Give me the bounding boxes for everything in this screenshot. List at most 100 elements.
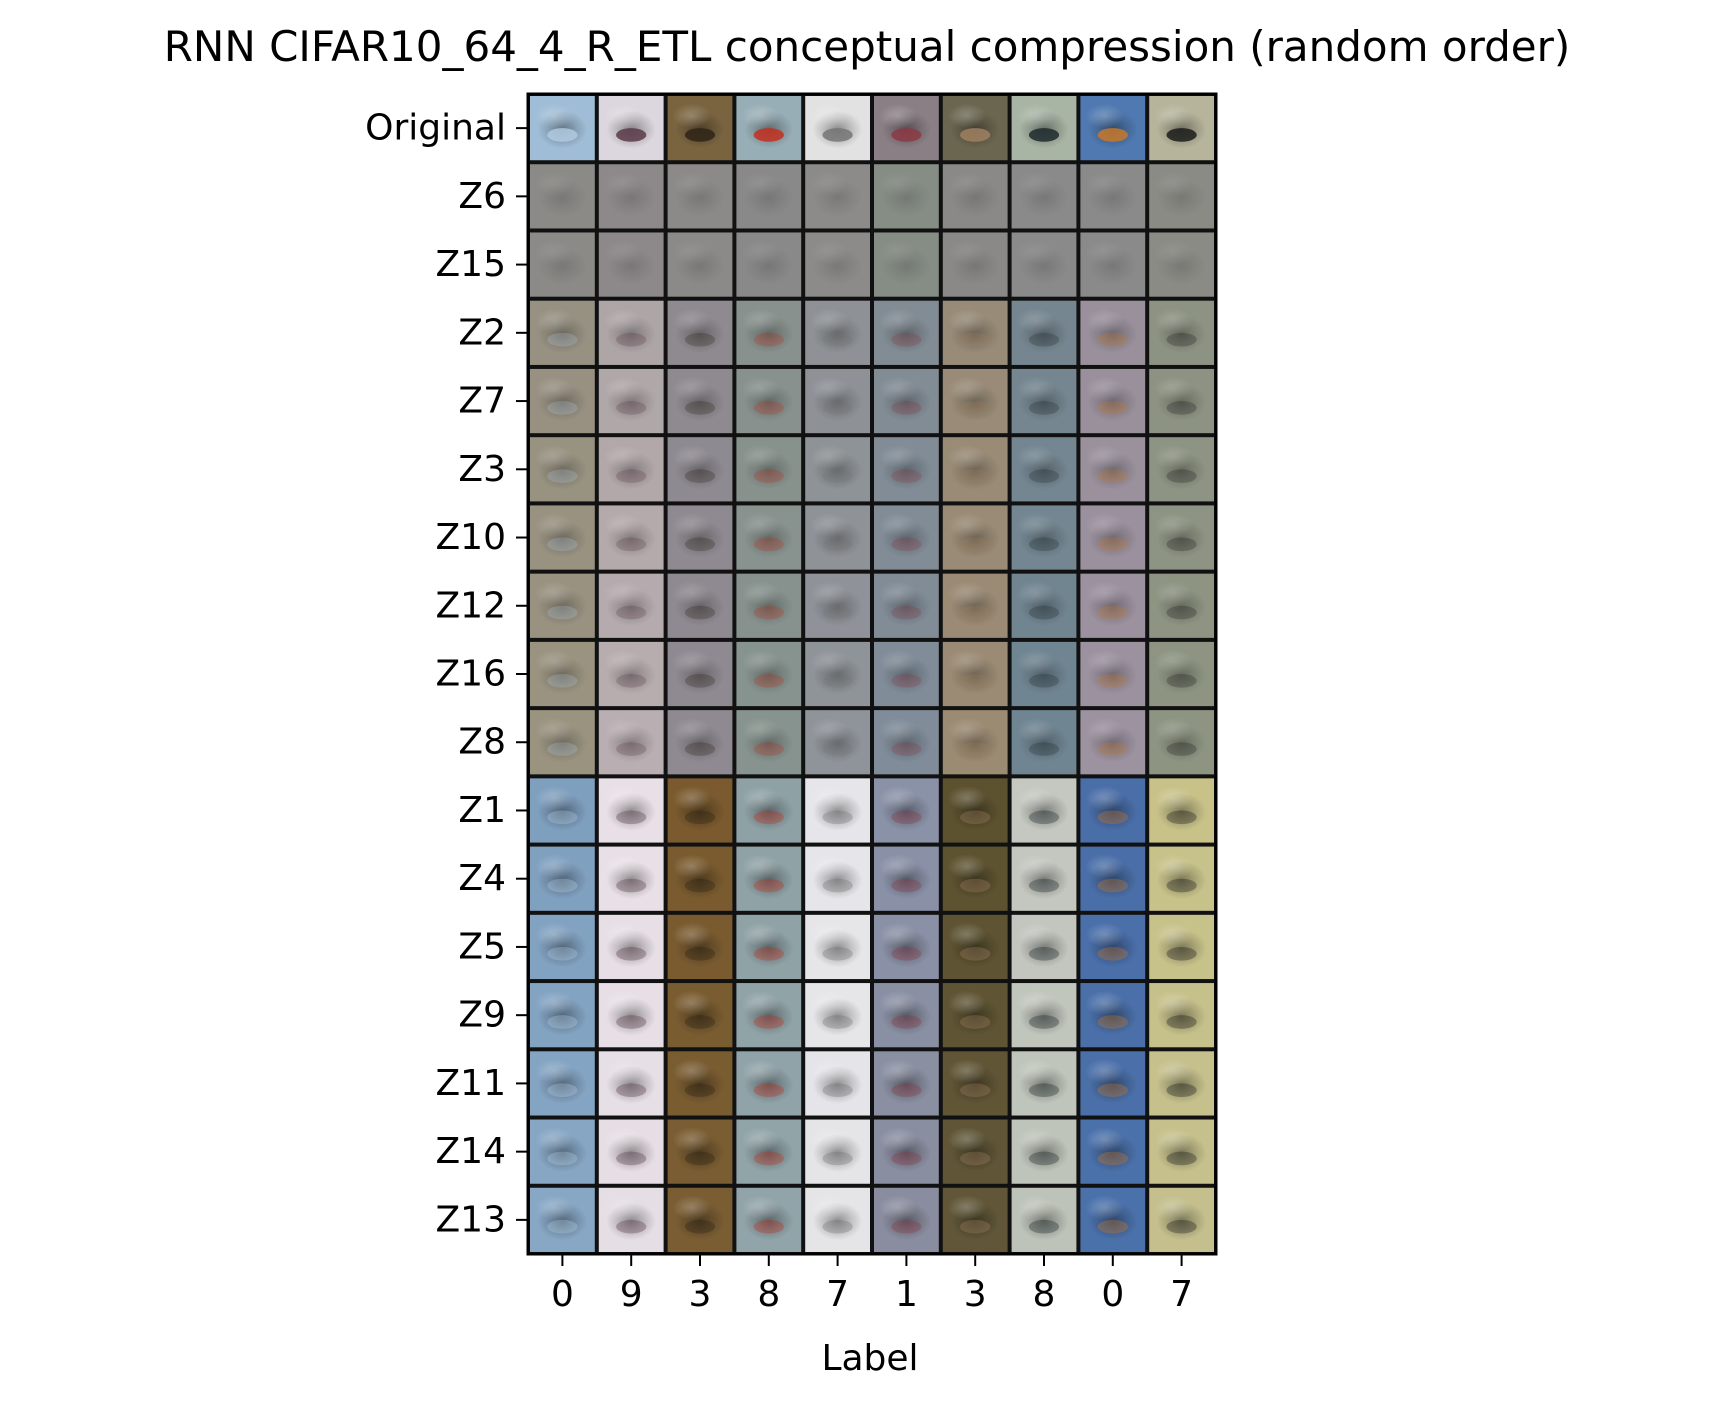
cell-object-accent xyxy=(822,742,853,756)
image-cell xyxy=(598,505,664,570)
cell-object-accent xyxy=(960,742,991,756)
image-cell xyxy=(1149,437,1214,502)
chart-title: RNN CIFAR10_64_4_R_ETL conceptual compre… xyxy=(163,22,1571,71)
cell-object-accent xyxy=(1028,674,1060,688)
cell-object-accent xyxy=(1166,878,1197,893)
x-axis-label: Label xyxy=(821,1338,919,1379)
image-cell xyxy=(1011,96,1077,161)
cell-highlight xyxy=(1016,922,1056,947)
cell-object-accent xyxy=(960,946,991,961)
cell-object-accent xyxy=(616,332,647,347)
cell-object-accent xyxy=(684,946,716,961)
cell-highlight xyxy=(947,512,987,538)
cell-highlight xyxy=(810,990,849,1016)
cell-object-accent xyxy=(822,674,853,688)
image-cell xyxy=(598,164,664,229)
cell-highlight xyxy=(1016,854,1056,879)
cell-object-accent xyxy=(1097,401,1128,415)
cell-object-accent xyxy=(960,1151,991,1166)
cell-highlight xyxy=(810,171,849,197)
cell-object-accent xyxy=(753,1151,784,1166)
cell-object-accent xyxy=(684,401,716,415)
cell-object-accent xyxy=(616,128,647,142)
cell-object-accent xyxy=(753,946,784,961)
image-cell xyxy=(667,914,733,980)
cell-object-accent xyxy=(1166,537,1197,552)
cell-highlight xyxy=(534,171,574,197)
cell-object-accent xyxy=(684,674,716,688)
image-cell xyxy=(1011,1051,1077,1116)
cell-highlight xyxy=(672,171,712,197)
y-tick-label: Z15 xyxy=(436,244,506,285)
cell-object-accent xyxy=(1097,605,1128,620)
cell-object-accent xyxy=(960,128,991,142)
cell-object-accent xyxy=(1097,742,1128,756)
cell-highlight xyxy=(1016,581,1056,606)
image-cell xyxy=(667,368,733,434)
image-cell xyxy=(736,505,802,570)
cell-object-accent xyxy=(547,946,578,961)
image-cell xyxy=(667,846,733,911)
cell-object-accent xyxy=(960,1219,991,1234)
cell-object-accent xyxy=(891,878,922,893)
cell-object-accent xyxy=(1028,469,1060,483)
image-cell xyxy=(874,368,939,434)
cell-highlight xyxy=(603,512,643,538)
image-cell xyxy=(1011,1187,1077,1252)
cell-highlight xyxy=(947,649,987,674)
image-cell xyxy=(530,778,595,843)
image-cell xyxy=(805,710,870,775)
cell-highlight xyxy=(810,1127,849,1152)
cell-highlight xyxy=(534,1058,574,1084)
image-cell xyxy=(942,1051,1008,1116)
cell-object-accent xyxy=(1097,1015,1128,1029)
y-tick-label: Z5 xyxy=(458,926,506,967)
cell-highlight xyxy=(534,785,574,811)
image-cell xyxy=(736,368,802,434)
cell-highlight xyxy=(741,444,780,470)
cell-highlight xyxy=(741,581,780,606)
image-cell xyxy=(598,1187,664,1252)
image-cell xyxy=(530,641,595,707)
image-cell xyxy=(598,232,664,297)
cell-highlight xyxy=(1016,990,1056,1016)
cell-object-accent xyxy=(1028,332,1060,347)
image-cell xyxy=(1080,641,1146,707)
image-cell xyxy=(667,1119,733,1184)
image-cell xyxy=(805,573,870,638)
image-cell xyxy=(530,914,595,980)
cell-highlight xyxy=(534,649,574,674)
cell-object-accent xyxy=(616,1219,647,1234)
image-cell xyxy=(874,164,939,229)
cell-highlight xyxy=(1016,308,1056,333)
image-cell xyxy=(1149,368,1214,434)
image-cell xyxy=(736,1187,802,1252)
cell-highlight xyxy=(810,1195,849,1220)
y-tick-label: Z16 xyxy=(436,654,506,695)
cell-highlight xyxy=(741,1058,780,1084)
cell-object-accent xyxy=(547,605,578,620)
cell-highlight xyxy=(672,444,712,470)
cell-highlight xyxy=(603,1195,643,1220)
image-cell xyxy=(1011,573,1077,638)
image-cell xyxy=(874,437,939,502)
x-tick-label: 3 xyxy=(689,1274,712,1315)
cell-object-accent xyxy=(684,1151,716,1166)
cell-object-accent xyxy=(753,1015,784,1029)
cell-object-accent xyxy=(1028,946,1060,961)
image-cell xyxy=(874,300,939,365)
y-tick-label: Z1 xyxy=(458,790,506,831)
image-cell xyxy=(805,232,870,297)
image-cell xyxy=(736,983,802,1048)
cell-highlight xyxy=(672,1195,712,1220)
image-cell xyxy=(1011,1119,1077,1184)
image-cell xyxy=(598,96,664,161)
cell-highlight xyxy=(1085,240,1124,265)
cell-highlight xyxy=(810,103,849,129)
cell-object-accent xyxy=(822,128,853,142)
cell-object-accent xyxy=(1166,605,1197,620)
cell-object-accent xyxy=(684,1219,716,1234)
cell-highlight xyxy=(810,376,849,402)
cell-highlight xyxy=(741,103,780,129)
cell-highlight xyxy=(1154,1127,1193,1152)
